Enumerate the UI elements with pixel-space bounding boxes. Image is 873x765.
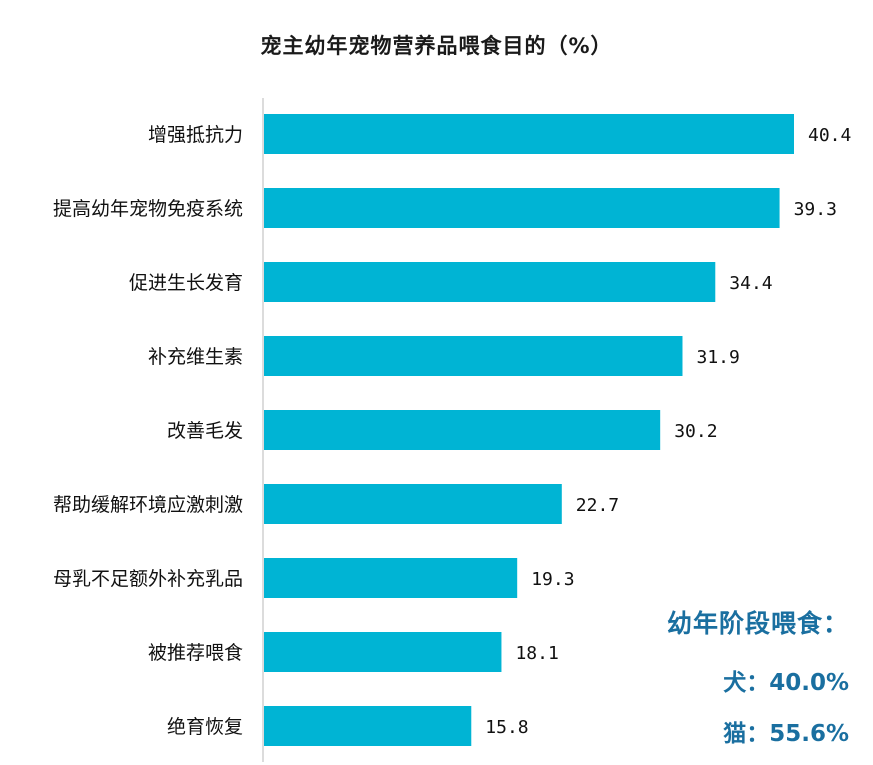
data-label: 22.7 [576,495,619,516]
data-label: 39.3 [794,199,837,220]
category-label: 绝育恢复 [167,716,243,738]
category-label: 促进生长发育 [129,272,243,294]
bar [264,188,780,228]
category-label: 母乳不足额外补充乳品 [53,568,243,590]
bar [264,484,562,524]
data-label: 30.2 [674,421,717,442]
data-label: 40.4 [808,125,851,146]
category-label: 增强抵抗力 [148,124,243,146]
bar [264,114,794,154]
data-label: 31.9 [696,347,739,368]
category-label: 被推荐喂食 [148,642,243,664]
bar [264,632,502,672]
data-label: 15.8 [485,717,528,738]
bar [264,706,472,746]
bar [264,336,683,376]
bar [264,410,661,450]
annotation-cat: 猫：55.6% [723,721,849,747]
data-label: 18.1 [515,643,558,664]
bar [264,558,518,598]
annotation-title: 幼年阶段喂食： [666,609,849,638]
category-label: 补充维生素 [148,346,243,368]
data-label: 19.3 [531,569,574,590]
category-label: 改善毛发 [167,420,243,442]
category-label: 提高幼年宠物免疫系统 [53,198,243,220]
category-label: 帮助缓解环境应激刺激 [53,494,243,516]
annotation-dog: 犬：40.0% [723,670,849,696]
data-label: 34.4 [729,273,772,294]
chart-title: 宠主幼年宠物营养品喂食目的（%） [260,34,613,58]
bar [264,262,716,302]
